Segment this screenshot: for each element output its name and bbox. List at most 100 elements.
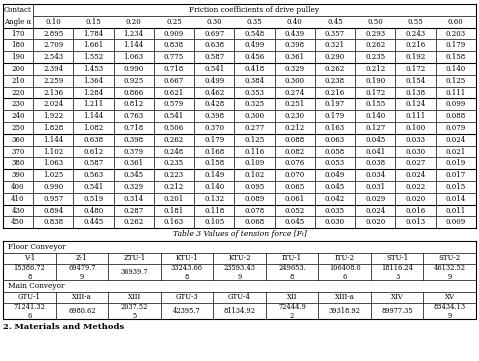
Text: 0.024: 0.024 — [446, 136, 466, 144]
Text: 0.154: 0.154 — [405, 77, 426, 85]
Text: 0.076: 0.076 — [285, 159, 305, 167]
Text: 0.179: 0.179 — [446, 41, 466, 49]
Text: 0.149: 0.149 — [204, 171, 224, 179]
Text: 0.089: 0.089 — [244, 195, 264, 203]
Text: 249653.
8: 249653. 8 — [278, 264, 306, 281]
Text: 2.895: 2.895 — [43, 30, 63, 38]
Text: 0.203: 0.203 — [446, 30, 466, 38]
Text: XV: XV — [445, 293, 455, 301]
Text: KTU-1: KTU-1 — [176, 255, 198, 262]
Text: 39318.92: 39318.92 — [329, 307, 361, 315]
Text: 0.192: 0.192 — [405, 53, 426, 61]
Text: XII: XII — [287, 293, 297, 301]
Text: 0.370: 0.370 — [204, 124, 224, 132]
Text: 0.045: 0.045 — [285, 218, 305, 226]
Text: 0.25: 0.25 — [166, 18, 182, 26]
Text: 0.052: 0.052 — [285, 206, 305, 214]
Text: 1.661: 1.661 — [83, 41, 103, 49]
Text: 1.102: 1.102 — [43, 148, 63, 156]
Text: 71241.32
6: 71241.32 6 — [13, 303, 45, 320]
Text: 69479.7
9: 69479.7 9 — [68, 264, 96, 281]
Text: 0.132: 0.132 — [204, 195, 224, 203]
Text: 0.314: 0.314 — [124, 195, 144, 203]
Text: Z-1: Z-1 — [76, 255, 88, 262]
Text: 0.158: 0.158 — [446, 53, 466, 61]
Text: 0.519: 0.519 — [83, 195, 103, 203]
Text: 430: 430 — [11, 206, 25, 214]
Text: 1.082: 1.082 — [83, 124, 103, 132]
Text: 0.361: 0.361 — [285, 53, 305, 61]
Text: 0.019: 0.019 — [446, 159, 466, 167]
Text: 0.181: 0.181 — [164, 206, 184, 214]
Text: 360: 360 — [11, 136, 25, 144]
Text: 0.125: 0.125 — [446, 77, 466, 85]
Text: 1.025: 1.025 — [43, 171, 63, 179]
Text: 0.088: 0.088 — [446, 112, 466, 120]
Text: 0.587: 0.587 — [204, 53, 224, 61]
Text: 0.024: 0.024 — [405, 171, 426, 179]
Text: 0.541: 0.541 — [204, 65, 224, 73]
Text: 2. Materials and Methods: 2. Materials and Methods — [3, 323, 124, 331]
Text: 0.022: 0.022 — [405, 183, 426, 191]
Text: 0.009: 0.009 — [446, 218, 466, 226]
Text: 0.138: 0.138 — [406, 88, 426, 96]
Text: 6980.62: 6980.62 — [68, 307, 96, 315]
Text: 0.212: 0.212 — [164, 183, 184, 191]
Text: 0.179: 0.179 — [204, 136, 224, 144]
Text: STU-1: STU-1 — [386, 255, 408, 262]
Text: ITU-1: ITU-1 — [282, 255, 302, 262]
Text: 0.099: 0.099 — [446, 100, 466, 108]
Text: 0.109: 0.109 — [244, 159, 264, 167]
Text: 180: 180 — [11, 41, 25, 49]
Text: 0.155: 0.155 — [365, 100, 386, 108]
Text: XIII: XIII — [128, 293, 141, 301]
Text: 0.300: 0.300 — [285, 77, 305, 85]
Text: 0.357: 0.357 — [325, 30, 345, 38]
Text: 0.345: 0.345 — [124, 171, 144, 179]
Text: 15386.72
8: 15386.72 8 — [13, 264, 45, 281]
Text: 0.158: 0.158 — [204, 159, 224, 167]
Text: 1.063: 1.063 — [43, 159, 63, 167]
Text: 83434.13
9: 83434.13 9 — [433, 303, 466, 320]
Text: 0.990: 0.990 — [124, 65, 144, 73]
Text: 0.990: 0.990 — [43, 183, 63, 191]
Text: 42395.7: 42395.7 — [173, 307, 201, 315]
Text: 0.456: 0.456 — [244, 53, 264, 61]
Text: 0.10: 0.10 — [45, 18, 61, 26]
Text: 72444.9
2: 72444.9 2 — [278, 303, 306, 320]
Text: Table 3 Values of tension force [Fₜ]: Table 3 Values of tension force [Fₜ] — [172, 230, 307, 238]
Text: 0.243: 0.243 — [406, 30, 426, 38]
Text: 0.058: 0.058 — [325, 148, 345, 156]
Text: 0.063: 0.063 — [325, 136, 345, 144]
Text: STU-2: STU-2 — [439, 255, 461, 262]
Text: 0.55: 0.55 — [408, 18, 423, 26]
Text: 2.024: 2.024 — [43, 100, 63, 108]
Text: 0.230: 0.230 — [285, 112, 305, 120]
Text: 0.418: 0.418 — [244, 65, 264, 73]
Text: 0.033: 0.033 — [406, 136, 425, 144]
Text: 0.579: 0.579 — [164, 100, 184, 108]
Text: 0.061: 0.061 — [285, 195, 305, 203]
Text: 0.506: 0.506 — [164, 124, 184, 132]
Text: 1.144: 1.144 — [43, 136, 63, 144]
Text: 0.293: 0.293 — [365, 30, 386, 38]
Text: 0.866: 0.866 — [124, 88, 144, 96]
Text: 0.667: 0.667 — [164, 77, 184, 85]
Text: 0.812: 0.812 — [124, 100, 144, 108]
Text: 0.235: 0.235 — [365, 53, 386, 61]
Text: 0.140: 0.140 — [204, 183, 224, 191]
Text: 0.197: 0.197 — [325, 100, 345, 108]
Text: XIII-a: XIII-a — [72, 293, 92, 301]
Text: 0.027: 0.027 — [405, 159, 426, 167]
Text: ITU-2: ITU-2 — [334, 255, 354, 262]
Text: 0.049: 0.049 — [325, 171, 345, 179]
Text: 380: 380 — [11, 159, 25, 167]
Text: 450: 450 — [11, 218, 25, 226]
Text: 0.111: 0.111 — [405, 112, 426, 120]
Text: 0.262: 0.262 — [325, 65, 345, 73]
Text: 0.838: 0.838 — [164, 41, 184, 49]
Text: 1.453: 1.453 — [83, 65, 103, 73]
Text: 0.212: 0.212 — [285, 124, 305, 132]
Text: 0.894: 0.894 — [43, 206, 63, 214]
Text: 1.144: 1.144 — [124, 41, 144, 49]
